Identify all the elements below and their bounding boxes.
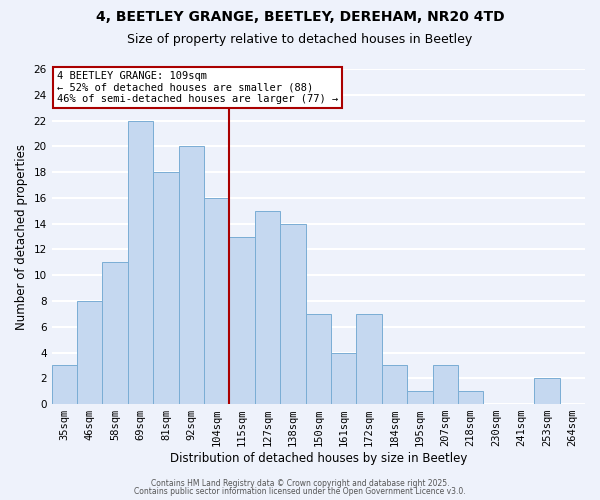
- Bar: [280, 224, 305, 404]
- Text: Contains HM Land Registry data © Crown copyright and database right 2025.: Contains HM Land Registry data © Crown c…: [151, 478, 449, 488]
- Bar: [382, 366, 407, 404]
- Bar: [331, 352, 356, 404]
- Bar: [407, 391, 433, 404]
- Bar: [534, 378, 560, 404]
- X-axis label: Distribution of detached houses by size in Beetley: Distribution of detached houses by size …: [170, 452, 467, 465]
- Text: 4, BEETLEY GRANGE, BEETLEY, DEREHAM, NR20 4TD: 4, BEETLEY GRANGE, BEETLEY, DEREHAM, NR2…: [95, 10, 505, 24]
- Bar: [356, 314, 382, 404]
- Text: 4 BEETLEY GRANGE: 109sqm
← 52% of detached houses are smaller (88)
46% of semi-d: 4 BEETLEY GRANGE: 109sqm ← 52% of detach…: [57, 70, 338, 104]
- Bar: [255, 211, 280, 404]
- Bar: [128, 120, 153, 404]
- Bar: [458, 391, 484, 404]
- Text: Size of property relative to detached houses in Beetley: Size of property relative to detached ho…: [127, 32, 473, 46]
- Bar: [52, 366, 77, 404]
- Bar: [103, 262, 128, 404]
- Bar: [433, 366, 458, 404]
- Y-axis label: Number of detached properties: Number of detached properties: [15, 144, 28, 330]
- Bar: [204, 198, 229, 404]
- Bar: [77, 301, 103, 404]
- Text: Contains public sector information licensed under the Open Government Licence v3: Contains public sector information licen…: [134, 487, 466, 496]
- Bar: [305, 314, 331, 404]
- Bar: [153, 172, 179, 404]
- Bar: [179, 146, 204, 404]
- Bar: [229, 236, 255, 404]
